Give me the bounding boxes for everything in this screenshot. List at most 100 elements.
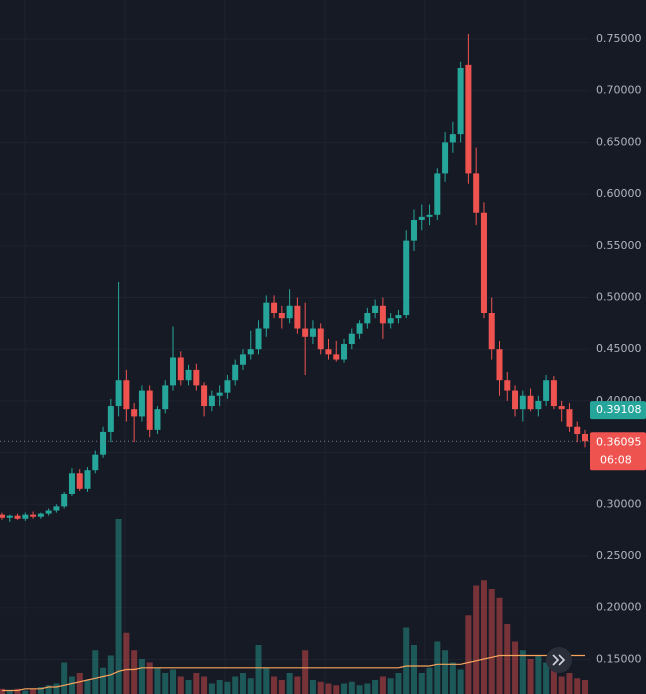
volume-bar — [255, 645, 262, 694]
volume-bar — [449, 662, 456, 694]
volume-bar — [162, 673, 169, 694]
candle-body — [115, 380, 122, 407]
volume-bar — [395, 673, 402, 694]
volume-bar — [22, 690, 29, 694]
candle-body — [201, 385, 208, 407]
candle-body — [449, 134, 456, 143]
candle-body — [294, 305, 301, 329]
candle-body — [123, 380, 130, 410]
volume-bar — [239, 673, 246, 694]
scroll-button[interactable] — [546, 647, 572, 673]
volume-bar — [457, 669, 464, 694]
volume-bar — [473, 585, 480, 694]
candle-body — [309, 328, 316, 337]
volume-bar — [341, 683, 348, 694]
candle-body — [535, 400, 542, 410]
candle-body — [162, 385, 169, 410]
candle-body — [488, 313, 495, 350]
candle-body — [45, 510, 52, 514]
candle-body — [325, 349, 332, 355]
candle-body — [348, 333, 355, 345]
candle-body — [364, 313, 371, 324]
volume-bar — [61, 662, 68, 694]
candle-body — [154, 409, 161, 430]
last-price-box — [590, 432, 646, 471]
volume-bar — [410, 645, 417, 694]
candle-body — [138, 390, 145, 417]
candle-body — [473, 173, 480, 213]
volume-bar — [519, 650, 526, 694]
candle-body — [504, 380, 511, 391]
candle-body — [442, 142, 449, 174]
volume-bar — [480, 580, 487, 694]
candle-body — [92, 454, 99, 471]
volume-bar — [115, 519, 122, 694]
y-tick-label: 0.70000 — [596, 84, 642, 97]
y-tick-label: 0.25000 — [596, 549, 642, 562]
volume-bar — [543, 662, 550, 694]
volume-bar — [170, 669, 177, 694]
price-labels: 0.39108 0.36095 06:08 — [0, 401, 646, 471]
volume-bar — [53, 683, 60, 694]
volume-bar — [100, 667, 107, 694]
volume-bar — [30, 688, 37, 694]
candle-body — [457, 67, 464, 135]
volume-pane — [0, 519, 588, 694]
candle-body — [84, 470, 91, 489]
volume-bar — [37, 687, 44, 694]
candle-body — [512, 390, 519, 410]
candle-body — [193, 369, 200, 386]
y-tick-label: 0.45000 — [596, 342, 642, 355]
volume-bar — [0, 688, 5, 694]
candle-body — [302, 328, 309, 337]
volume-bar — [309, 680, 316, 694]
candle-body — [68, 473, 75, 494]
candle-body — [53, 506, 60, 511]
volume-bar — [177, 676, 184, 694]
candle-body — [177, 357, 184, 381]
candle-body — [239, 354, 246, 365]
candle-body — [263, 302, 270, 329]
volume-bar — [138, 659, 145, 694]
volume-bar — [504, 624, 511, 694]
volume-bar — [372, 680, 379, 694]
candle-body — [0, 514, 5, 518]
volume-bar — [131, 650, 138, 694]
volume-bar — [403, 627, 410, 694]
scroll-icon[interactable] — [552, 654, 566, 666]
volume-bar — [333, 685, 340, 694]
volume-bar — [208, 683, 215, 694]
candle-body — [208, 395, 215, 407]
candle-body — [465, 64, 472, 174]
volume-bar — [193, 673, 200, 694]
volume-bar — [76, 673, 83, 694]
y-tick-label: 0.65000 — [596, 135, 642, 148]
candle-body — [76, 473, 83, 489]
candle-body — [527, 395, 534, 410]
candle-body — [379, 305, 386, 324]
candle-body — [426, 214, 433, 217]
volume-bar — [294, 676, 301, 694]
candle-body — [37, 513, 44, 517]
candles — [0, 33, 588, 522]
volume-bar — [582, 680, 588, 694]
candle-body — [434, 173, 441, 215]
candle-body — [271, 302, 278, 314]
candle-body — [550, 380, 557, 407]
volume-bar — [146, 662, 153, 694]
volume-bar — [527, 659, 534, 694]
candle-body — [30, 514, 37, 517]
volume-bar — [247, 678, 254, 694]
volume-bar — [442, 650, 449, 694]
volume-bar — [278, 680, 285, 694]
y-tick-label: 0.15000 — [596, 652, 642, 665]
candle-body — [255, 328, 262, 350]
volume-bar — [263, 667, 270, 694]
y-tick-label: 0.20000 — [596, 601, 642, 614]
candle-body — [6, 515, 13, 518]
volume-bar — [356, 685, 363, 694]
volume-bar — [216, 680, 223, 694]
candle-body — [317, 328, 324, 350]
candle-body — [100, 431, 107, 455]
volume-bar — [185, 680, 192, 694]
